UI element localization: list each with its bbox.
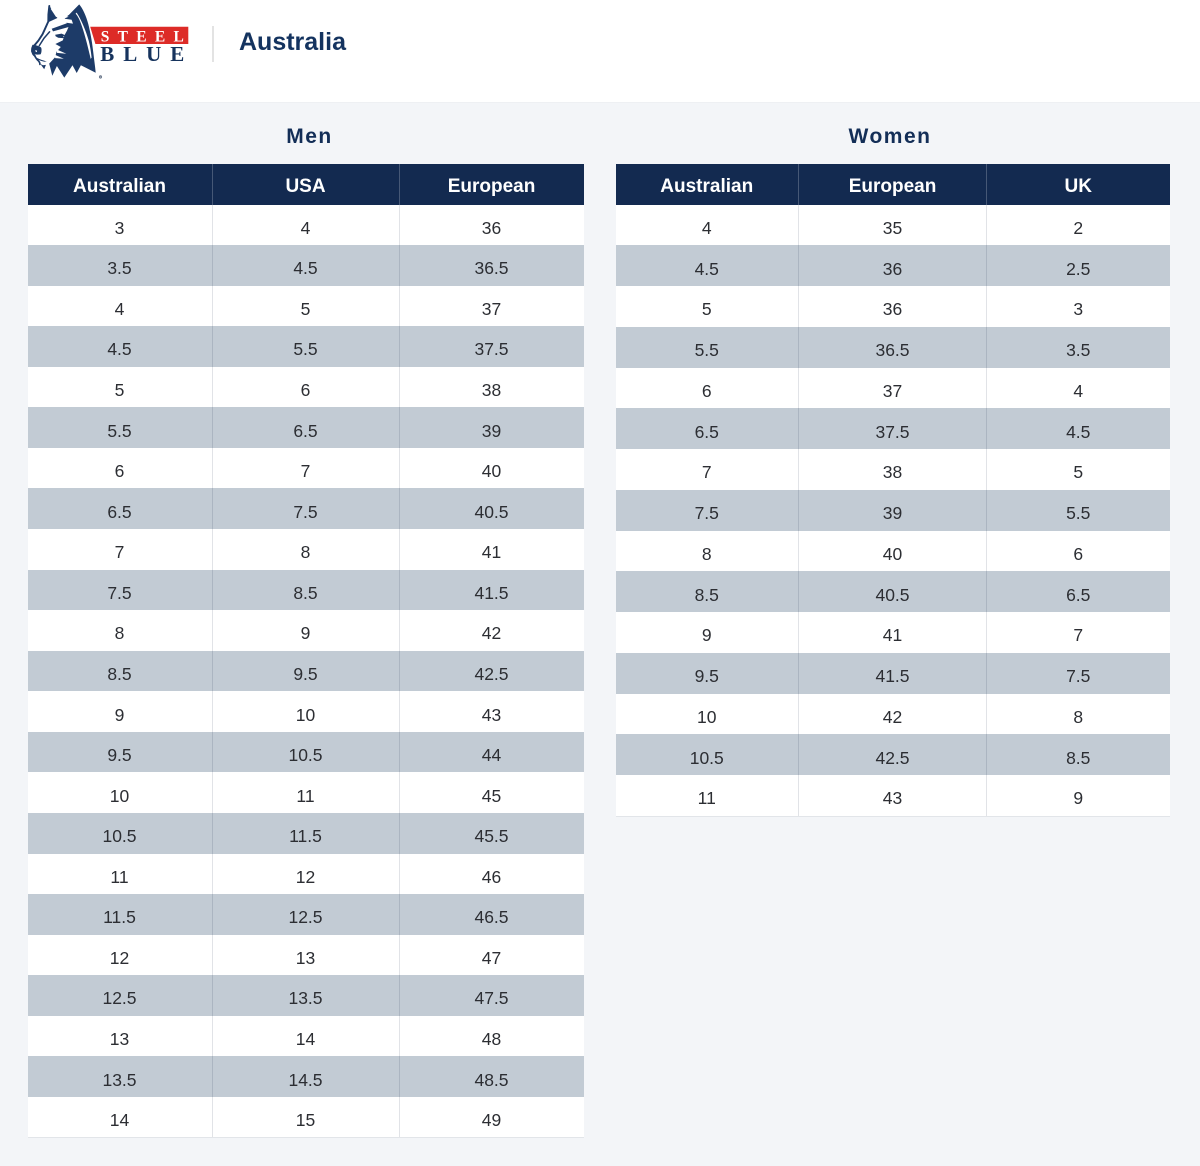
svg-text:STEEL: STEEL xyxy=(101,28,184,45)
svg-text:BLUE: BLUE xyxy=(100,42,184,66)
